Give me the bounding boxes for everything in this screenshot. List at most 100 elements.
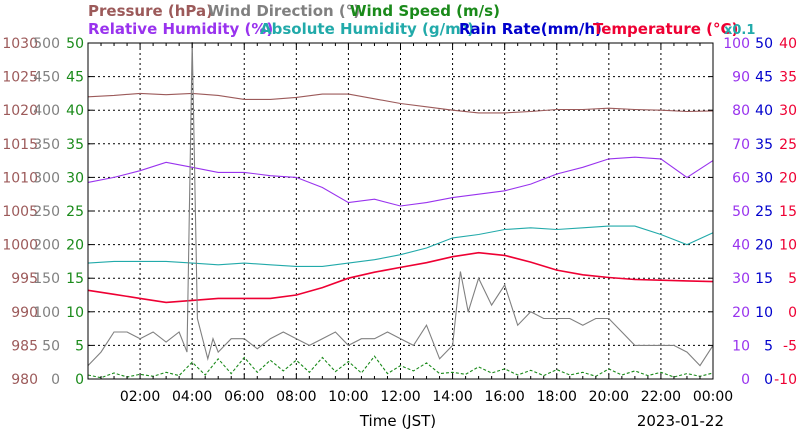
y-tick-label-wind-speed: 30: [66, 170, 84, 186]
y-tick-label-wind-speed: 20: [66, 238, 84, 254]
y-tick-label-pressure: 1005: [2, 204, 38, 220]
y-tick-label-temp: 30: [779, 103, 797, 119]
x-axis-title: Time (JST): [359, 412, 436, 430]
y-tick-label-rh: 30: [732, 271, 750, 287]
x-tick-label: 06:00: [224, 389, 264, 405]
y-tick-label-pressure: 995: [11, 271, 38, 287]
legend-scale: x0.1: [724, 23, 755, 38]
y-tick-label-pressure: 1015: [2, 137, 38, 153]
y-tick-label-wind-dir: 500: [33, 36, 60, 52]
y-tick-label-rh: 90: [732, 70, 750, 86]
legend-wind-speed: Wind Speed (m/s): [350, 2, 500, 20]
series-line-temp: [87, 251, 714, 304]
x-tick-label: 18:00: [537, 389, 577, 405]
y-tick-label-rain: 0: [764, 372, 773, 388]
y-tick-label-rain: 30: [755, 170, 773, 186]
y-tick-label-temp: 20: [779, 170, 797, 186]
y-tick-label-wind-speed: 35: [66, 137, 84, 153]
y-tick-label-temp: -10: [774, 372, 797, 388]
x-axis: 02:00 04:00 06:00 08:00 10:00 12:00 14:00 16:00…: [120, 389, 733, 430]
y-tick-label-wind-dir: 250: [33, 204, 60, 220]
legend-ah: Absolute Humidity (g/m³): [260, 20, 474, 38]
y-tick-label-temp: 15: [779, 204, 797, 220]
y-tick-label-wind-speed: 25: [66, 204, 84, 220]
y-tick-label-temp: 10: [779, 238, 797, 254]
y-tick-label-wind-speed: 40: [66, 103, 84, 119]
y-tick-label-wind-speed: 45: [66, 70, 84, 86]
y-tick-label-pressure: 1025: [2, 70, 38, 86]
y-tick-label-rh: 10: [732, 338, 750, 354]
y-tick-label-temp: -5: [783, 338, 797, 354]
x-tick-label: 20:00: [589, 389, 629, 405]
y-tick-label-pressure: 1020: [2, 103, 38, 119]
chart-header: Pressure (hPa)Wind Direction (°)Wind Spe…: [88, 2, 755, 38]
y-tick-label-wind-dir: 50: [42, 338, 60, 354]
x-tick-label: 22:00: [641, 389, 681, 405]
y-tick-label-rh: 60: [732, 170, 750, 186]
y-tick-label-wind-dir: 350: [33, 137, 60, 153]
y-tick-label-wind-speed: 5: [75, 338, 84, 354]
y-tick-label-wind-dir: 100: [33, 305, 60, 321]
x-tick-label: 08:00: [276, 389, 316, 405]
y-tick-label-wind-dir: 300: [33, 170, 60, 186]
y-tick-label-wind-speed: 50: [66, 36, 84, 52]
x-tick-label: 10:00: [328, 389, 368, 405]
y-tick-label-temp: 35: [779, 70, 797, 86]
y-tick-label-temp: 5: [788, 271, 797, 287]
series-line-wind-dir: [87, 41, 714, 367]
y-tick-label-wind-dir: 150: [33, 271, 60, 287]
y-tick-label-rain: 5: [764, 338, 773, 354]
legend-pressure: Pressure (hPa): [88, 2, 213, 20]
y-tick-label-wind-dir: 400: [33, 103, 60, 119]
x-tick-label: 00:00: [693, 389, 733, 405]
y-tick-label-rain: 50: [755, 36, 773, 52]
x-tick-label: 14:00: [432, 389, 472, 405]
y-axes: 1030102510201015101010051000995990985980…: [2, 36, 797, 388]
legend-rh: Relative Humidity (%): [88, 20, 273, 38]
legend-wind-dir: Wind Direction (°): [208, 2, 360, 20]
y-tick-label-rh: 70: [732, 137, 750, 153]
y-tick-label-rain: 15: [755, 271, 773, 287]
y-tick-label-rain: 20: [755, 238, 773, 254]
y-tick-label-rh: 50: [732, 204, 750, 220]
y-tick-label-pressure: 980: [11, 372, 38, 388]
y-tick-label-pressure: 1010: [2, 170, 38, 186]
plot-frame: [87, 42, 714, 380]
y-tick-label-rh: 40: [732, 238, 750, 254]
y-tick-label-wind-dir: 450: [33, 70, 60, 86]
y-tick-label-pressure: 1030: [2, 36, 38, 52]
y-tick-label-pressure: 990: [11, 305, 38, 321]
series-line-wind-speed: [87, 355, 714, 379]
y-tick-label-wind-speed: 15: [66, 271, 84, 287]
y-tick-label-wind-speed: 0: [75, 372, 84, 388]
y-tick-label-rain: 25: [755, 204, 773, 220]
y-tick-label-rh: 20: [732, 305, 750, 321]
y-tick-label-temp: 25: [779, 137, 797, 153]
y-tick-label-rh: 0: [741, 372, 750, 388]
series-line-pressure: [87, 92, 714, 114]
y-tick-label-rain: 45: [755, 70, 773, 86]
chart-date: 2023-01-22: [637, 412, 724, 430]
y-tick-label-pressure: 1000: [2, 238, 38, 254]
y-tick-label-rain: 35: [755, 137, 773, 153]
y-tick-label-rain: 40: [755, 103, 773, 119]
x-tick-label: 16:00: [484, 389, 524, 405]
series-line-rh: [87, 156, 714, 207]
x-tick-label: 12:00: [380, 389, 420, 405]
series-line-ah: [87, 225, 714, 267]
legend-rain: Rain Rate(mm/h): [459, 20, 602, 38]
chart-grid: [88, 43, 713, 379]
y-tick-label-wind-dir: 0: [51, 372, 60, 388]
legend-temp: Temperature (°C): [593, 20, 738, 38]
y-tick-label-rain: 10: [755, 305, 773, 321]
y-tick-label-temp: 0: [788, 305, 797, 321]
y-tick-label-wind-dir: 200: [33, 238, 60, 254]
y-tick-label-pressure: 985: [11, 338, 38, 354]
x-tick-label: 02:00: [120, 389, 160, 405]
y-tick-label-temp: 40: [779, 36, 797, 52]
x-tick-label: 04:00: [172, 389, 212, 405]
y-tick-label-rh: 100: [723, 36, 750, 52]
y-tick-label-wind-speed: 10: [66, 305, 84, 321]
